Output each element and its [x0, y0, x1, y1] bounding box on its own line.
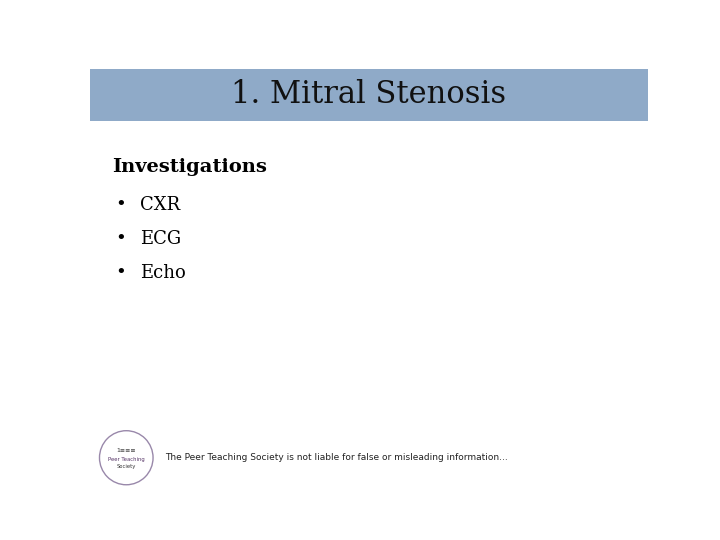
Text: Peer Teaching: Peer Teaching [108, 457, 145, 462]
Text: Echo: Echo [140, 264, 186, 282]
Ellipse shape [99, 431, 153, 485]
Text: The Peer Teaching Society is not liable for false or misleading information...: The Peer Teaching Society is not liable … [166, 453, 508, 462]
FancyBboxPatch shape [90, 69, 648, 121]
Text: Investigations: Investigations [112, 158, 267, 177]
Text: CXR: CXR [140, 196, 180, 214]
Text: ECG: ECG [140, 230, 181, 248]
Text: •: • [115, 196, 126, 214]
Text: •: • [115, 264, 126, 282]
Text: 1. Mitral Stenosis: 1. Mitral Stenosis [231, 79, 507, 111]
Text: 1≡≡≡: 1≡≡≡ [117, 448, 136, 453]
Text: Society: Society [117, 464, 136, 469]
Text: •: • [115, 230, 126, 248]
